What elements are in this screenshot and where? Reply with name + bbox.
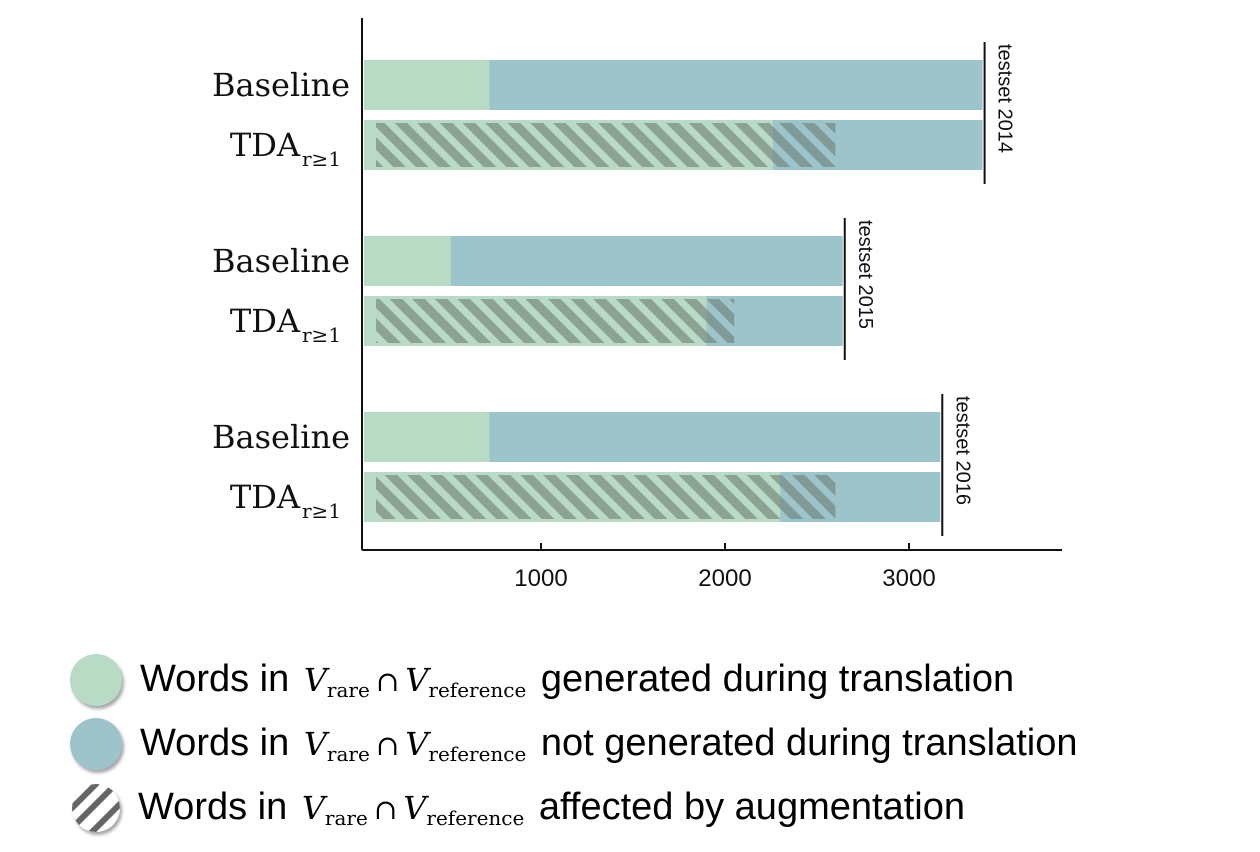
circle-icon xyxy=(70,654,122,706)
set1-subscript: rare xyxy=(326,678,370,702)
intersection-operator: ∩ xyxy=(375,729,400,762)
legend-set-expression: Vrare ∩ Vreference xyxy=(303,725,527,766)
set2-subscript: reference xyxy=(426,806,525,830)
bar-generated xyxy=(364,236,451,286)
legend-set-expression: Vrare ∩ Vreference xyxy=(303,661,527,702)
set1-subscript: rare xyxy=(324,806,368,830)
group-label: testset 2015 xyxy=(854,220,876,329)
set1-symbol: V xyxy=(303,661,327,699)
circle-icon xyxy=(70,718,122,770)
set1-symbol: V xyxy=(301,789,325,827)
legend-label: Words in Vrare ∩ Vreference affected by au… xyxy=(138,786,965,830)
set2-subscript: reference xyxy=(428,678,527,702)
bar-affected-hatch xyxy=(376,475,836,519)
bar-generated xyxy=(364,60,490,110)
legend-prefix: Words in xyxy=(140,722,290,764)
legend-item-not-generated: Words in Vrare ∩ Vreference not generated … xyxy=(70,712,1250,776)
y-axis-label: TDA xyxy=(230,126,301,164)
set1-subscript: rare xyxy=(326,742,370,766)
y-axis-label: Baseline xyxy=(212,418,350,456)
intersection-operator: ∩ xyxy=(375,665,400,698)
bar-generated xyxy=(364,412,490,462)
intersection-operator: ∩ xyxy=(373,793,398,826)
set2-symbol: V xyxy=(405,725,429,763)
set2-symbol: V xyxy=(405,661,429,699)
group-label: testset 2016 xyxy=(951,396,973,505)
legend-suffix: not generated during translation xyxy=(540,722,1078,764)
legend-set-expression: Vrare ∩ Vreference xyxy=(301,789,525,830)
group-label: testset 2014 xyxy=(994,44,1016,153)
legend-label: Words in Vrare ∩ Vreference generated duri… xyxy=(140,658,1014,702)
y-axis-label: Baseline xyxy=(212,66,350,104)
x-tick-label: 1000 xyxy=(514,565,567,592)
y-axis-label: Baseline xyxy=(212,242,350,280)
legend-item-generated: Words in Vrare ∩ Vreference generated duri… xyxy=(70,648,1250,712)
bar-affected-hatch xyxy=(376,123,836,167)
y-axis-label-subscript: r≥1 xyxy=(302,499,341,523)
bar-affected-hatch xyxy=(376,299,735,343)
legend-suffix: generated during translation xyxy=(540,658,1015,700)
y-axis-label-subscript: r≥1 xyxy=(302,323,341,347)
y-axis-label-subscript: r≥1 xyxy=(302,147,341,171)
y-axis-label: TDA xyxy=(230,302,301,340)
legend-item-affected: Words in Vrare ∩ Vreference affected by au… xyxy=(70,776,1250,840)
set2-symbol: V xyxy=(403,789,427,827)
legend-prefix: Words in xyxy=(138,786,288,828)
y-axis-label: TDA xyxy=(230,478,301,516)
legend-suffix: affected by augmentation xyxy=(538,786,965,828)
x-tick-label: 2000 xyxy=(698,565,751,592)
set2-subscript: reference xyxy=(428,742,527,766)
hatched-circle-icon xyxy=(72,784,120,832)
legend-label: Words in Vrare ∩ Vreference not generated … xyxy=(140,722,1078,766)
legend: Words in Vrare ∩ Vreference generated duri… xyxy=(70,648,1250,840)
legend-prefix: Words in xyxy=(140,658,290,700)
x-tick-label: 3000 xyxy=(882,565,935,592)
set1-symbol: V xyxy=(303,725,327,763)
